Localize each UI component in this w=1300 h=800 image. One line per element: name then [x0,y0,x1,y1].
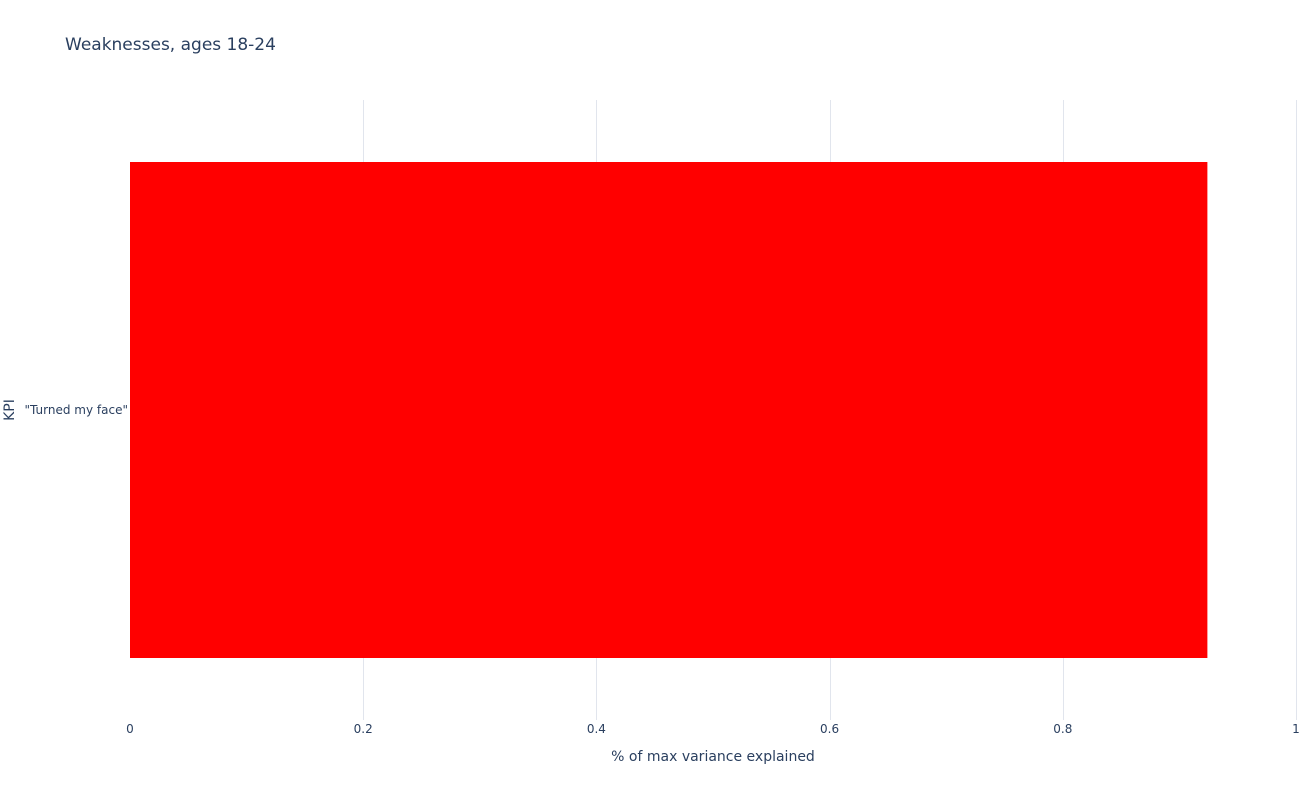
x-tick-label: 0.4 [587,722,606,736]
x-axis-ticks: 0 0.2 0.4 0.6 0.8 1 [126,722,1300,736]
x-tick-label: 0.8 [1053,722,1072,736]
x-tick-label: 1 [1292,722,1300,736]
x-tick-label: 0.6 [820,722,839,736]
x-axis-title: % of max variance explained [611,749,815,765]
y-axis-title: KPI [2,399,18,421]
bar[interactable] [130,162,1208,658]
x-tick-label: 0.2 [354,722,373,736]
y-tick-label: "Turned my face" [25,403,128,417]
y-axis-ticks: "Turned my face" [25,403,128,417]
bars [130,162,1208,658]
chart-title: Weaknesses, ages 18-24 [65,35,276,55]
x-tick-label: 0 [126,722,134,736]
